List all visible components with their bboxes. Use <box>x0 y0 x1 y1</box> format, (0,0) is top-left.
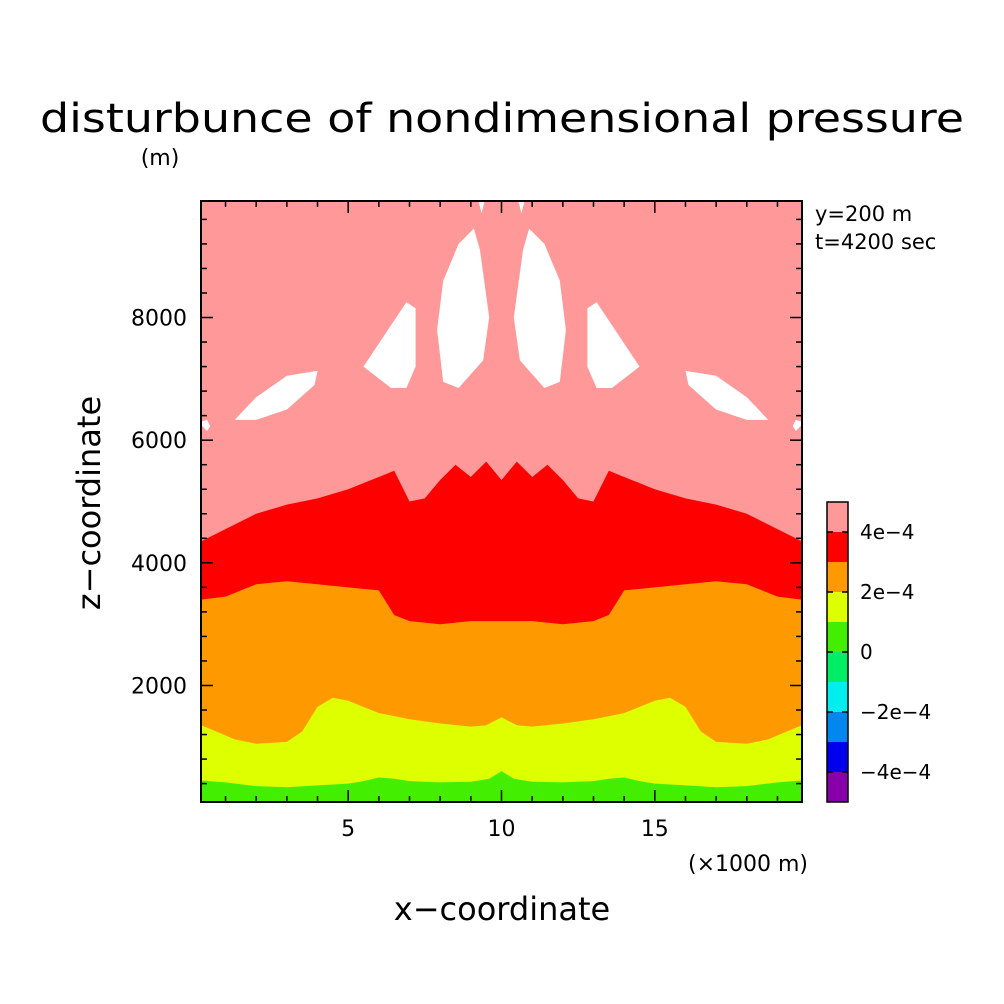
axes: 5 10 15 2000 4000 6000 8000 <box>131 200 803 842</box>
white-patch-8 <box>478 201 485 214</box>
white-patch-1 <box>685 370 769 420</box>
colorbar: 4e−4 2e−4 0 −2e−4 −4e−4 <box>826 501 931 803</box>
white-patch-9 <box>518 201 525 214</box>
region-green <box>201 771 802 802</box>
colorbar-swatch <box>827 502 848 533</box>
y-tick-label: 4000 <box>131 552 187 577</box>
colorbar-label: 2e−4 <box>860 580 915 604</box>
colorbar-label: −2e−4 <box>860 700 931 724</box>
colorbar-label: 4e−4 <box>860 520 915 544</box>
x-tick-label: 10 <box>488 817 516 842</box>
colorbar-swatch <box>827 682 848 713</box>
region-yellow <box>201 697 802 802</box>
y-tick-label: 6000 <box>131 429 187 454</box>
white-patch-6 <box>201 419 211 431</box>
colorbar-swatch <box>827 532 848 563</box>
white-patch-2 <box>363 302 416 388</box>
white-patch-4 <box>437 228 490 388</box>
chart-title: disturbunce of nondimensional pressure <box>40 96 964 142</box>
colorbar-swatch <box>827 562 848 593</box>
plot-area <box>201 201 802 802</box>
info-line-t: t=4200 sec <box>815 230 936 254</box>
colorbar-swatch <box>827 742 848 773</box>
y-axis-unit: (m) <box>141 146 180 171</box>
colorbar-swatch <box>827 622 848 653</box>
y-axis-label: z−coordinate <box>70 396 108 610</box>
colorbar-swatch <box>827 652 848 683</box>
y-tick-label: 8000 <box>131 307 187 332</box>
colorbar-label: 0 <box>860 640 873 664</box>
x-axis-unit: (×1000 m) <box>688 852 808 877</box>
white-patch-5 <box>513 228 566 388</box>
colorbar-label: −4e−4 <box>860 760 931 784</box>
x-axis-label: x−coordinate <box>394 890 610 928</box>
white-patch-3 <box>587 302 640 388</box>
white-patch-0 <box>234 370 318 420</box>
y-tick-label: 2000 <box>131 674 187 699</box>
colorbar-swatch <box>827 712 848 743</box>
x-tick-label: 15 <box>641 817 669 842</box>
x-tick-label: 5 <box>341 817 355 842</box>
colorbar-swatch <box>827 592 848 623</box>
colorbar-swatch <box>827 772 848 803</box>
white-patch-7 <box>792 419 802 431</box>
info-line-y: y=200 m <box>815 202 912 226</box>
